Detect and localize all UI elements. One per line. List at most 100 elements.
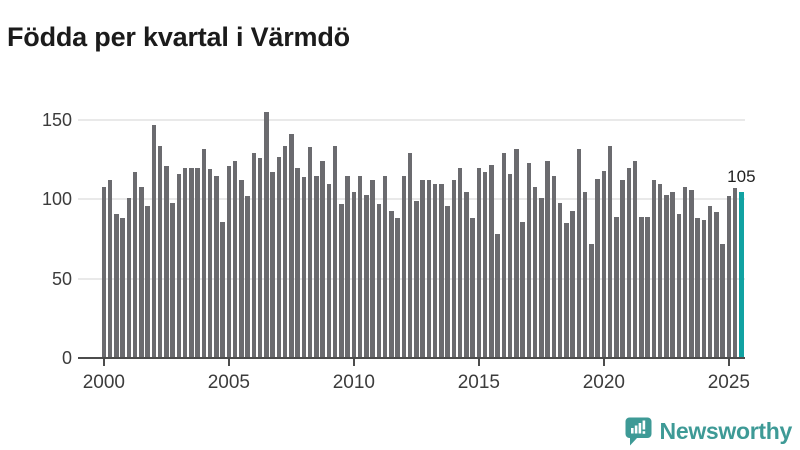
bar [714,212,719,358]
bar [189,167,194,358]
bar [501,153,507,358]
page-title: Födda per kvartal i Värmdö [7,22,350,53]
bar [145,205,150,358]
x-axis-label: 2015 [457,372,500,393]
bar [414,201,419,358]
x-axis-tick [477,359,480,366]
bar [439,183,444,358]
bar [576,148,582,358]
y-axis-label: 100 [41,189,72,210]
bar [332,145,338,358]
bar [376,204,382,358]
bar [382,175,388,358]
highlight-value-label: 105 [727,166,756,186]
bar [426,180,432,358]
bar [457,167,463,358]
x-axis-label: 2000 [82,372,125,393]
bar [476,167,482,358]
x-axis-tick [102,359,105,366]
bar [176,174,182,358]
bar [139,186,144,358]
bar [695,218,700,358]
bar [114,213,119,358]
bar [464,191,469,358]
bar [351,191,357,358]
bar [507,174,513,358]
bar [101,186,107,358]
y-axis-label: 50 [51,268,72,289]
bar [239,180,244,358]
bar [445,205,450,358]
gridline-y-150 [78,119,745,122]
bar [732,188,738,358]
bar [107,180,113,358]
highlight-bar [739,191,744,358]
bar [570,210,575,358]
bar [645,216,650,358]
x-axis-label: 2025 [707,372,750,393]
bar [226,166,232,358]
bar [601,170,607,358]
bar [220,221,225,358]
y-axis-label: 150 [41,110,72,131]
bar [557,202,563,358]
x-axis-tick [352,359,355,366]
bar [289,134,294,358]
bar [526,162,532,358]
bar [626,167,632,358]
bar [251,153,257,358]
bar [276,156,282,358]
bar [482,172,488,358]
bar [676,213,682,358]
bar [339,204,344,358]
bar [532,186,538,358]
bar [514,148,519,358]
bar [651,180,657,358]
bar [632,161,638,358]
bar [214,175,219,358]
bar [670,191,675,358]
bar [157,145,163,358]
bar [195,167,200,358]
newsworthy-logo-text: Newsworthy [659,417,793,444]
bar [664,194,669,358]
bar [495,234,500,358]
bar [564,223,569,358]
bar [726,196,732,358]
bar [364,194,369,358]
bar [207,169,213,358]
x-axis-tick [727,359,730,366]
bar [407,153,413,358]
newsworthy-logo: Newsworthy [624,416,792,446]
bar [701,220,707,358]
bar [182,167,188,358]
bar [345,175,350,358]
bar [551,175,557,358]
bar [614,216,619,358]
bar [301,177,307,358]
bar [257,158,263,358]
bar [389,210,394,358]
bar [282,145,288,358]
bar [589,243,594,358]
bar [489,164,494,358]
bar [326,183,332,358]
bar [164,166,169,358]
x-axis-tick [227,359,230,366]
bar [451,180,457,358]
x-axis-label: 2005 [207,372,250,393]
bar [639,216,644,358]
bar [520,221,525,358]
bar [545,161,550,358]
x-axis-label: 2020 [582,372,625,393]
bar [682,186,688,358]
bar [295,167,300,358]
bar [307,147,313,358]
bar [595,178,600,358]
bar [707,205,713,358]
bar [357,175,363,358]
bar [201,148,207,358]
bar [126,197,132,358]
bar [420,180,425,358]
